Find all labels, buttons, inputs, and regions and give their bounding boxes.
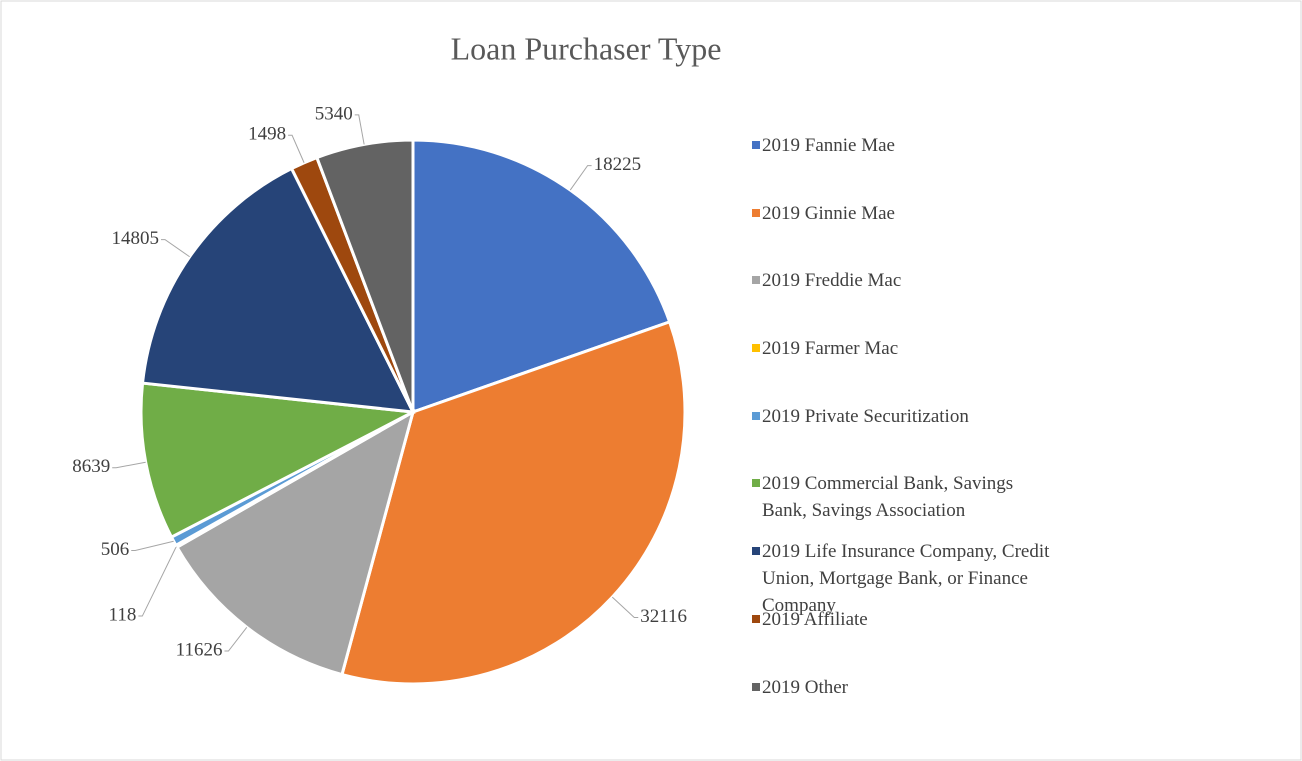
legend-item: 2019 Life Insurance Company, Credit Unio… <box>752 538 1052 616</box>
leader-line <box>131 540 174 551</box>
legend-item: 2019 Other <box>752 674 1052 742</box>
legend-item: 2019 Commercial Bank, Savings Bank, Savi… <box>752 470 1052 538</box>
pie-slice <box>174 408 416 677</box>
leader-line <box>288 134 305 163</box>
legend-item: 2019 Fannie Mae <box>752 132 1052 200</box>
legend-item: 2019 Farmer Mac <box>752 335 1052 403</box>
legend-item: 2019 Ginnie Mae <box>752 200 1052 268</box>
legend-item: 2019 Freddie Mac <box>752 267 1052 335</box>
legend-label: 2019 Other <box>762 676 849 698</box>
legend-swatch <box>752 208 760 217</box>
legend-label: 2019 Life Insurance Company, Credit Unio… <box>762 541 1050 617</box>
legend-swatch <box>752 614 760 623</box>
legend-swatch <box>752 547 760 556</box>
data-label: 32116 <box>640 606 687 627</box>
legend-swatch <box>752 141 760 149</box>
data-label: 506 <box>101 539 130 560</box>
data-label: 18225 <box>594 154 642 175</box>
legend-swatch <box>752 682 760 691</box>
legend-item: 2019 Private Securitization <box>752 403 1052 471</box>
legend-swatch <box>752 479 760 488</box>
legend-swatch <box>752 276 760 285</box>
pie-slice <box>139 381 419 540</box>
data-label: 11626 <box>176 639 223 660</box>
leader-line <box>354 114 365 145</box>
data-label: 14805 <box>112 228 160 249</box>
legend-label: 2019 Commercial Bank, Savings Bank, Savi… <box>762 473 1014 522</box>
leader-line <box>224 627 248 652</box>
legend-label: 2019 Freddie Mac <box>762 270 902 292</box>
data-label: 5340 <box>315 103 353 124</box>
leader-line <box>611 596 639 619</box>
leader-line <box>569 165 592 191</box>
data-label: 118 <box>109 604 137 625</box>
leader-line <box>112 461 146 469</box>
legend-label: 2019 Private Securitization <box>762 405 969 427</box>
legend-label: 2019 Farmer Mac <box>762 338 899 360</box>
pie-slice <box>340 319 687 686</box>
legend-item: 2019 Affiliate <box>752 606 1052 674</box>
legend-swatch <box>752 411 760 420</box>
leader-line <box>161 239 190 258</box>
legend-label: 2019 Affiliate <box>762 608 868 630</box>
data-label: 8639 <box>72 456 110 477</box>
legend-swatch <box>752 344 760 353</box>
data-label: 1498 <box>248 124 286 145</box>
chart-title: Loan Purchaser Type <box>451 30 722 66</box>
legend-label: 2019 Fannie Mae <box>762 135 895 156</box>
legend: 2019 Fannie Mae 2019 Ginnie Mae 2019 Fredd… <box>752 132 1052 741</box>
leader-line <box>138 546 177 617</box>
legend-label: 2019 Ginnie Mae <box>762 202 895 224</box>
